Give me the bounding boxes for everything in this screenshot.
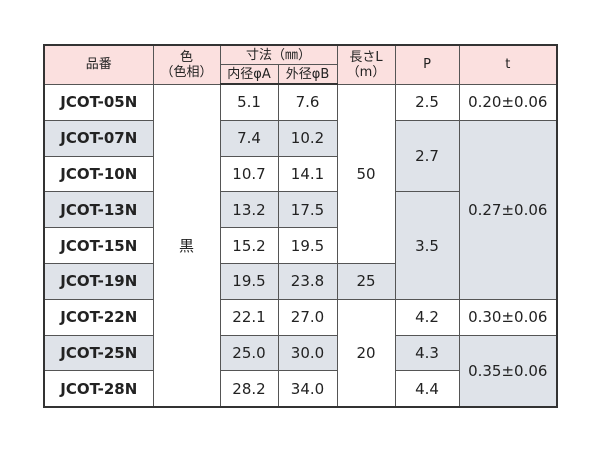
outer-cell: 23.8: [277, 262, 338, 300]
part-number: JCOT-13N: [43, 191, 154, 229]
header-text: 長さL: [349, 49, 383, 65]
t-cell: 0.27±0.06: [458, 119, 558, 300]
header-text: （色相）: [160, 64, 213, 80]
length-cell: 25: [336, 262, 396, 300]
inner-cell: 7.4: [219, 119, 279, 157]
p-cell: 2.7: [394, 119, 460, 193]
header-cell: P: [394, 44, 460, 85]
header-cell: 品番: [43, 44, 154, 85]
part-number: JCOT-07N: [43, 119, 154, 157]
inner-cell: 13.2: [219, 191, 279, 229]
outer-cell: 19.5: [277, 227, 338, 264]
t-cell: 0.30±0.06: [458, 298, 558, 336]
length-cell: 20: [336, 298, 396, 408]
header-text: （m）: [346, 64, 386, 80]
p-cell: 4.4: [394, 370, 460, 408]
outer-cell: 27.0: [277, 298, 338, 336]
header-cell: 長さL （m）: [336, 44, 396, 85]
inner-cell: 5.1: [219, 83, 279, 121]
inner-cell: 19.5: [219, 262, 279, 300]
header-text: 色: [179, 49, 193, 65]
outer-cell: 7.6: [277, 83, 338, 121]
color-cell: 黒: [152, 83, 221, 408]
inner-cell: 15.2: [219, 227, 279, 264]
header-cell: t: [458, 44, 558, 85]
part-number: JCOT-10N: [43, 155, 154, 193]
header-cell: 寸法（㎜）: [219, 44, 338, 65]
part-number: JCOT-22N: [43, 298, 154, 336]
p-cell: 2.5: [394, 83, 460, 121]
inner-cell: 28.2: [219, 370, 279, 408]
part-number: JCOT-28N: [43, 370, 154, 408]
p-cell: 4.3: [394, 334, 460, 372]
outer-cell: 10.2: [277, 119, 338, 157]
outer-cell: 30.0: [277, 334, 338, 372]
t-cell: 0.35±0.06: [458, 334, 558, 408]
p-cell: 4.2: [394, 298, 460, 336]
spec-table: 品番 色（色相） 寸法（㎜） 長さL （m） P t 内径φA 外径φB JCOT…: [43, 44, 559, 409]
part-number: JCOT-19N: [43, 262, 154, 300]
outer-cell: 34.0: [277, 370, 338, 408]
outer-cell: 17.5: [277, 191, 338, 229]
p-cell: 3.5: [394, 191, 460, 300]
part-number: JCOT-15N: [43, 227, 154, 264]
part-number: JCOT-05N: [43, 83, 154, 121]
inner-cell: 10.7: [219, 155, 279, 193]
inner-cell: 22.1: [219, 298, 279, 336]
part-number: JCOT-25N: [43, 334, 154, 372]
length-cell: 50: [336, 83, 396, 264]
header-cell: 内径φA: [219, 64, 279, 85]
header-cell: 色（色相）: [152, 44, 221, 85]
inner-cell: 25.0: [219, 334, 279, 372]
outer-cell: 14.1: [277, 155, 338, 193]
t-cell: 0.20±0.06: [458, 83, 558, 121]
header-cell: 外径φB: [277, 64, 338, 85]
